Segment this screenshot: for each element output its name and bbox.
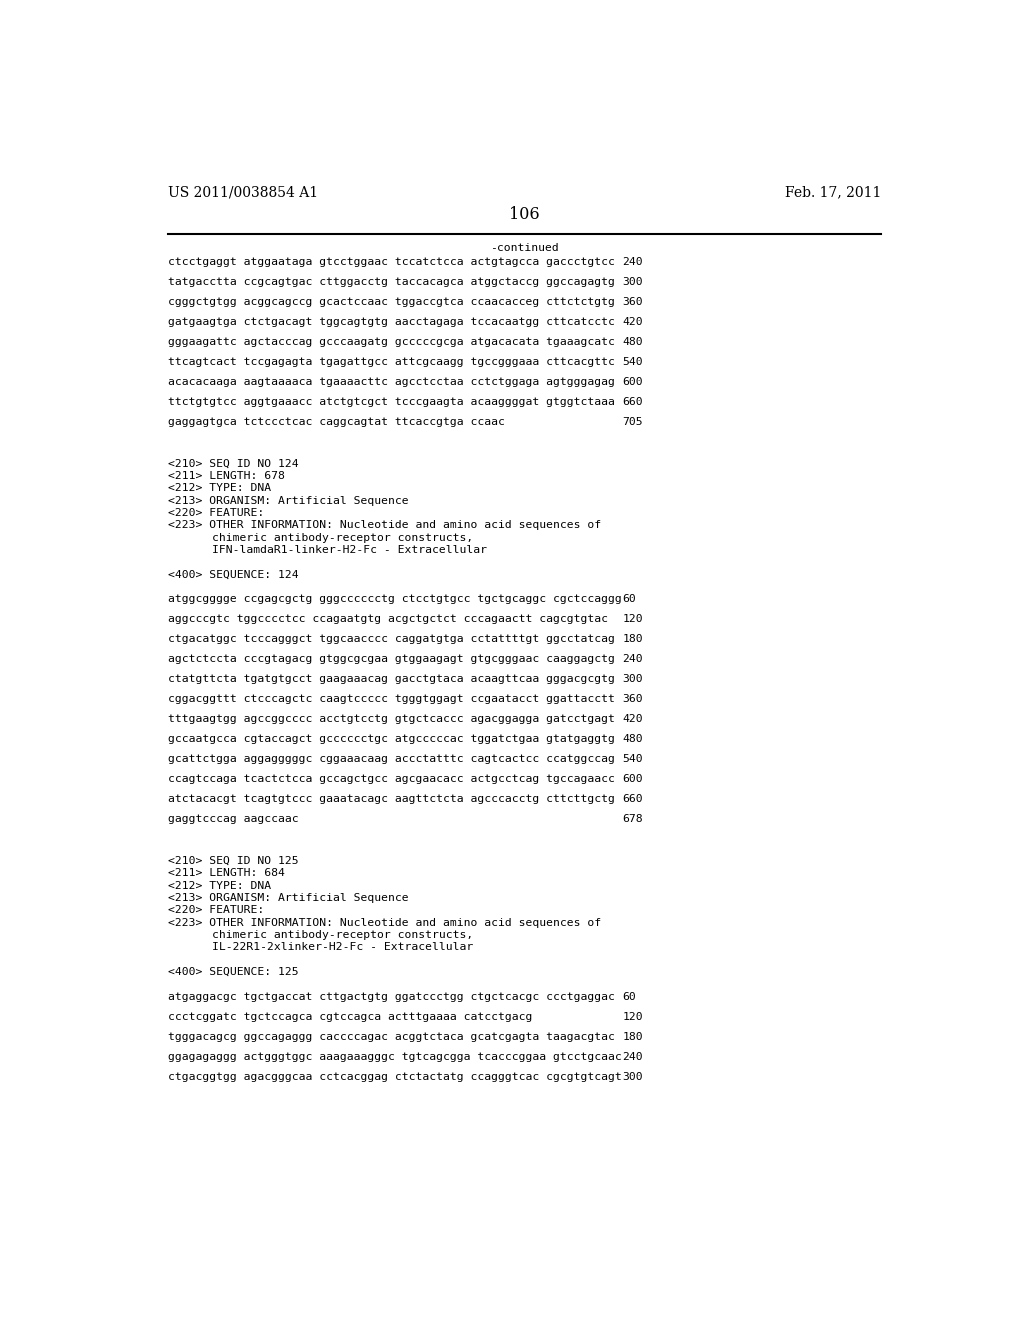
- Text: <223> OTHER INFORMATION: Nucleotide and amino acid sequences of: <223> OTHER INFORMATION: Nucleotide and …: [168, 917, 601, 928]
- Text: aggcccgtc tggcccctcc ccagaatgtg acgctgctct cccagaactt cagcgtgtac: aggcccgtc tggcccctcc ccagaatgtg acgctgct…: [168, 614, 608, 624]
- Text: <210> SEQ ID NO 124: <210> SEQ ID NO 124: [168, 459, 299, 469]
- Text: gccaatgcca cgtaccagct gcccccctgc atgcccccac tggatctgaa gtatgaggtg: gccaatgcca cgtaccagct gcccccctgc atgcccc…: [168, 734, 615, 744]
- Text: 480: 480: [623, 734, 643, 744]
- Text: <220> FEATURE:: <220> FEATURE:: [168, 508, 264, 517]
- Text: 120: 120: [623, 614, 643, 624]
- Text: 600: 600: [623, 378, 643, 387]
- Text: 420: 420: [623, 317, 643, 327]
- Text: gaggtcccag aagccaac: gaggtcccag aagccaac: [168, 814, 299, 825]
- Text: 60: 60: [623, 594, 636, 605]
- Text: tatgacctta ccgcagtgac cttggacctg taccacagca atggctaccg ggccagagtg: tatgacctta ccgcagtgac cttggacctg taccaca…: [168, 277, 615, 286]
- Text: ccagtccaga tcactctcca gccagctgcc agcgaacacc actgcctcag tgccagaacc: ccagtccaga tcactctcca gccagctgcc agcgaac…: [168, 775, 615, 784]
- Text: <211> LENGTH: 684: <211> LENGTH: 684: [168, 869, 285, 878]
- Text: ttcagtcact tccgagagta tgagattgcc attcgcaagg tgccgggaaa cttcacgttc: ttcagtcact tccgagagta tgagattgcc attcgca…: [168, 358, 615, 367]
- Text: chimeric antibody-receptor constructs,: chimeric antibody-receptor constructs,: [212, 929, 473, 940]
- Text: 540: 540: [623, 755, 643, 764]
- Text: 420: 420: [623, 714, 643, 725]
- Text: <213> ORGANISM: Artificial Sequence: <213> ORGANISM: Artificial Sequence: [168, 496, 409, 506]
- Text: <212> TYPE: DNA: <212> TYPE: DNA: [168, 483, 271, 494]
- Text: 180: 180: [623, 635, 643, 644]
- Text: cggacggttt ctcccagctc caagtccccc tgggtggagt ccgaatacct ggattacctt: cggacggttt ctcccagctc caagtccccc tgggtgg…: [168, 694, 615, 705]
- Text: 240: 240: [623, 1052, 643, 1061]
- Text: Feb. 17, 2011: Feb. 17, 2011: [785, 185, 882, 199]
- Text: chimeric antibody-receptor constructs,: chimeric antibody-receptor constructs,: [212, 533, 473, 543]
- Text: IFN-lamdaR1-linker-H2-Fc - Extracellular: IFN-lamdaR1-linker-H2-Fc - Extracellular: [212, 545, 486, 554]
- Text: ctatgttcta tgatgtgcct gaagaaacag gacctgtaca acaagttcaa gggacgcgtg: ctatgttcta tgatgtgcct gaagaaacag gacctgt…: [168, 675, 615, 684]
- Text: atgaggacgc tgctgaccat cttgactgtg ggatccctgg ctgctcacgc ccctgaggac: atgaggacgc tgctgaccat cttgactgtg ggatccc…: [168, 991, 615, 1002]
- Text: 678: 678: [623, 814, 643, 825]
- Text: -continued: -continued: [490, 243, 559, 253]
- Text: 120: 120: [623, 1011, 643, 1022]
- Text: 360: 360: [623, 297, 643, 308]
- Text: acacacaaga aagtaaaaca tgaaaacttc agcctcctaa cctctggaga agtgggagag: acacacaaga aagtaaaaca tgaaaacttc agcctcc…: [168, 378, 615, 387]
- Text: atggcgggge ccgagcgctg gggcccccctg ctcctgtgcc tgctgcaggc cgctccaggg: atggcgggge ccgagcgctg gggcccccctg ctcctg…: [168, 594, 622, 605]
- Text: gggaagattc agctacccag gcccaagatg gcccccgcga atgacacata tgaaagcatc: gggaagattc agctacccag gcccaagatg gcccccg…: [168, 337, 615, 347]
- Text: 540: 540: [623, 358, 643, 367]
- Text: 660: 660: [623, 397, 643, 407]
- Text: 300: 300: [623, 1072, 643, 1081]
- Text: ctcctgaggt atggaataga gtcctggaac tccatctcca actgtagcca gaccctgtcc: ctcctgaggt atggaataga gtcctggaac tccatct…: [168, 257, 615, 267]
- Text: US 2011/0038854 A1: US 2011/0038854 A1: [168, 185, 318, 199]
- Text: gcattctgga aggagggggc cggaaacaag accctatttc cagtcactcc ccatggccag: gcattctgga aggagggggc cggaaacaag accctat…: [168, 755, 615, 764]
- Text: 660: 660: [623, 795, 643, 804]
- Text: agctctccta cccgtagacg gtggcgcgaa gtggaagagt gtgcgggaac caaggagctg: agctctccta cccgtagacg gtggcgcgaa gtggaag…: [168, 655, 615, 664]
- Text: <212> TYPE: DNA: <212> TYPE: DNA: [168, 880, 271, 891]
- Text: IL-22R1-2xlinker-H2-Fc - Extracellular: IL-22R1-2xlinker-H2-Fc - Extracellular: [212, 942, 473, 952]
- Text: tgggacagcg ggccagaggg caccccagac acggtctaca gcatcgagta taagacgtac: tgggacagcg ggccagaggg caccccagac acggtct…: [168, 1032, 615, 1041]
- Text: 180: 180: [623, 1032, 643, 1041]
- Text: <210> SEQ ID NO 125: <210> SEQ ID NO 125: [168, 857, 299, 866]
- Text: 240: 240: [623, 655, 643, 664]
- Text: ctgacatggc tcccagggct tggcaacccc caggatgtga cctattttgt ggcctatcag: ctgacatggc tcccagggct tggcaacccc caggatg…: [168, 635, 615, 644]
- Text: ttctgtgtcc aggtgaaacc atctgtcgct tcccgaagta acaaggggat gtggtctaaa: ttctgtgtcc aggtgaaacc atctgtcgct tcccgaa…: [168, 397, 615, 407]
- Text: <213> ORGANISM: Artificial Sequence: <213> ORGANISM: Artificial Sequence: [168, 892, 409, 903]
- Text: 300: 300: [623, 277, 643, 286]
- Text: tttgaagtgg agccggcccc acctgtcctg gtgctcaccc agacggagga gatcctgagt: tttgaagtgg agccggcccc acctgtcctg gtgctca…: [168, 714, 615, 725]
- Text: 106: 106: [510, 206, 540, 223]
- Text: <400> SEQUENCE: 125: <400> SEQUENCE: 125: [168, 966, 299, 977]
- Text: cgggctgtgg acggcagccg gcactccaac tggaccgtca ccaacacceg cttctctgtg: cgggctgtgg acggcagccg gcactccaac tggaccg…: [168, 297, 615, 308]
- Text: ggagagaggg actgggtggc aaagaaagggc tgtcagcgga tcacccggaa gtcctgcaac: ggagagaggg actgggtggc aaagaaagggc tgtcag…: [168, 1052, 622, 1061]
- Text: 480: 480: [623, 337, 643, 347]
- Text: <400> SEQUENCE: 124: <400> SEQUENCE: 124: [168, 570, 299, 579]
- Text: gaggagtgca tctccctcac caggcagtat ttcaccgtga ccaac: gaggagtgca tctccctcac caggcagtat ttcaccg…: [168, 417, 505, 428]
- Text: ccctcggatc tgctccagca cgtccagca actttgaaaa catcctgacg: ccctcggatc tgctccagca cgtccagca actttgaa…: [168, 1011, 532, 1022]
- Text: 360: 360: [623, 694, 643, 705]
- Text: atctacacgt tcagtgtccc gaaatacagc aagttctcta agcccacctg cttcttgctg: atctacacgt tcagtgtccc gaaatacagc aagttct…: [168, 795, 615, 804]
- Text: 705: 705: [623, 417, 643, 428]
- Text: <223> OTHER INFORMATION: Nucleotide and amino acid sequences of: <223> OTHER INFORMATION: Nucleotide and …: [168, 520, 601, 531]
- Text: 60: 60: [623, 991, 636, 1002]
- Text: 240: 240: [623, 257, 643, 267]
- Text: <220> FEATURE:: <220> FEATURE:: [168, 906, 264, 915]
- Text: <211> LENGTH: 678: <211> LENGTH: 678: [168, 471, 285, 480]
- Text: gatgaagtga ctctgacagt tggcagtgtg aacctagaga tccacaatgg cttcatcctc: gatgaagtga ctctgacagt tggcagtgtg aacctag…: [168, 317, 615, 327]
- Text: 600: 600: [623, 775, 643, 784]
- Text: 300: 300: [623, 675, 643, 684]
- Text: ctgacggtgg agacgggcaa cctcacggag ctctactatg ccagggtcac cgcgtgtcagt: ctgacggtgg agacgggcaa cctcacggag ctctact…: [168, 1072, 622, 1081]
